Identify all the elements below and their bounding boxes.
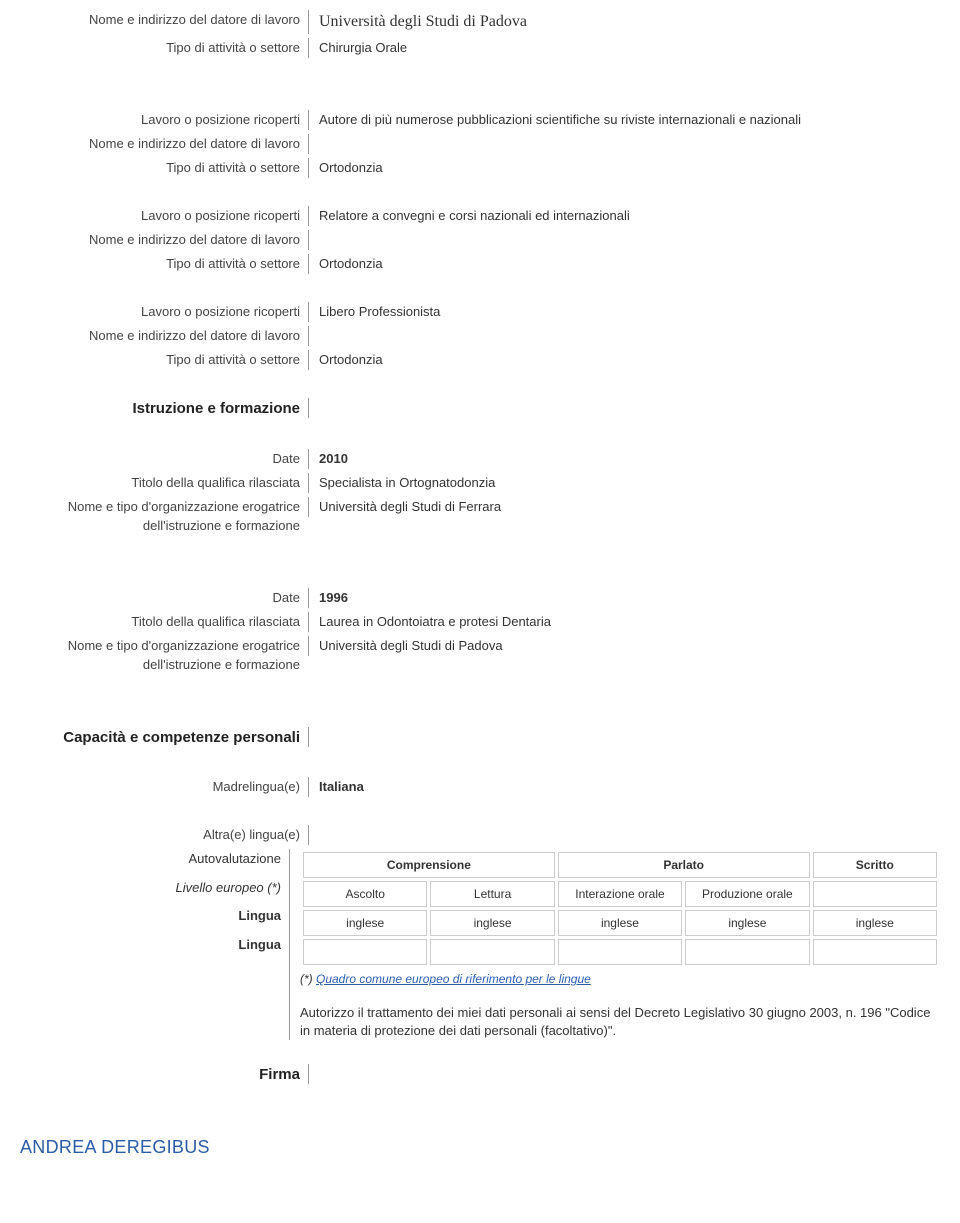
label-mother-tongue: Madrelingua(e) <box>20 777 308 797</box>
lang-sub-interaction: Interazione orale <box>558 881 682 907</box>
label-org: Nome e tipo d'organizzazione erogatrice … <box>20 636 308 675</box>
label-language-2: Lingua <box>20 935 281 955</box>
label-other-lang: Altra(e) lingua(e) <box>20 825 308 845</box>
row-position: Lavoro o posizione ricoperti Autore di p… <box>20 110 940 130</box>
label-date: Date <box>20 588 308 608</box>
row-edu-org: Nome e tipo d'organizzazione erogatrice … <box>20 497 940 536</box>
row-employer: Nome e indirizzo del datore di lavoro <box>20 230 940 250</box>
empty <box>308 727 940 747</box>
lang-hdr-spoken: Parlato <box>558 852 810 878</box>
authorization-text: Autorizzo il trattamento dei miei dati p… <box>300 1004 940 1040</box>
value-employer-1 <box>308 134 940 154</box>
lang-hdr-comprehension: Comprensione <box>303 852 555 878</box>
row-sector: Tipo di attività o settore Ortodonzia <box>20 350 940 370</box>
label-employer: Nome e indirizzo del datore di lavoro <box>20 10 308 30</box>
label-sector: Tipo di attività o settore <box>20 158 308 178</box>
footnote-prefix: (*) <box>300 972 316 986</box>
lang-cell: inglese <box>685 910 809 936</box>
value-edu-org-2: Università degli Studi di Padova <box>308 636 940 656</box>
value-employer-3 <box>308 326 940 346</box>
section-skills: Capacità e competenze personali <box>20 727 940 750</box>
lang-cell <box>430 939 554 965</box>
row-sector-top: Tipo di attività o settore Chirurgia Ora… <box>20 38 940 58</box>
label-position: Lavoro o posizione ricoperti <box>20 302 308 322</box>
lang-cell <box>303 939 427 965</box>
lang-hdr-written: Scritto <box>813 852 937 878</box>
value-edu-date-1: 2010 <box>308 449 940 469</box>
label-employer: Nome e indirizzo del datore di lavoro <box>20 230 308 250</box>
lang-cell <box>813 939 937 965</box>
lang-cell: inglese <box>558 910 682 936</box>
label-qual: Titolo della qualifica rilasciata <box>20 473 308 493</box>
value-edu-title-2: Laurea in Odontoiatra e protesi Dentaria <box>308 612 940 632</box>
label-position: Lavoro o posizione ricoperti <box>20 206 308 226</box>
lang-cell <box>558 939 682 965</box>
row-edu-org: Nome e tipo d'organizzazione erogatrice … <box>20 636 940 675</box>
empty <box>308 398 940 418</box>
label-eu-level: Livello europeo (*) <box>20 878 281 898</box>
label-language-1: Lingua <box>20 906 281 926</box>
label-signature: Firma <box>20 1064 308 1087</box>
row-position: Lavoro o posizione ricoperti Relatore a … <box>20 206 940 226</box>
value-sector-top: Chirurgia Orale <box>308 38 940 58</box>
language-block: Autovalutazione Livello europeo (*) Ling… <box>20 849 940 1040</box>
footnote: (*) Quadro comune europeo di riferimento… <box>300 972 940 986</box>
label-employer: Nome e indirizzo del datore di lavoro <box>20 134 308 154</box>
value-position-1: Autore di più numerose pubblicazioni sci… <box>308 110 940 130</box>
value-mother-tongue: Italiana <box>308 777 940 797</box>
lang-cell: inglese <box>303 910 427 936</box>
row-edu-date: Date 2010 <box>20 449 940 469</box>
row-edu-date: Date 1996 <box>20 588 940 608</box>
value-sector-1: Ortodonzia <box>308 158 940 178</box>
label-org: Nome e tipo d'organizzazione erogatrice … <box>20 497 308 536</box>
label-self-assess: Autovalutazione <box>20 849 281 869</box>
lang-cell <box>685 939 809 965</box>
row-position: Lavoro o posizione ricoperti Libero Prof… <box>20 302 940 322</box>
row-sector: Tipo di attività o settore Ortodonzia <box>20 254 940 274</box>
row-employer-top: Nome e indirizzo del datore di lavoro Un… <box>20 10 940 34</box>
label-sector: Tipo di attività o settore <box>20 350 308 370</box>
lang-cell: inglese <box>813 910 937 936</box>
row-signature: Firma <box>20 1064 940 1087</box>
section-education: Istruzione e formazione <box>20 398 940 421</box>
value-position-2: Relatore a convegni e corsi nazionali ed… <box>308 206 940 226</box>
label-qual: Titolo della qualifica rilasciata <box>20 612 308 632</box>
row-mother-tongue: Madrelingua(e) Italiana <box>20 777 940 797</box>
lang-sub-reading: Lettura <box>430 881 554 907</box>
row-employer: Nome e indirizzo del datore di lavoro <box>20 326 940 346</box>
row-employer: Nome e indirizzo del datore di lavoro <box>20 134 940 154</box>
value-edu-org-1: Università degli Studi di Ferrara <box>308 497 940 517</box>
value-sector-3: Ortodonzia <box>308 350 940 370</box>
value-edu-date-2: 1996 <box>308 588 940 608</box>
language-table: Comprensione Parlato Scritto Ascolto Let… <box>300 849 940 968</box>
row-edu-title: Titolo della qualifica rilasciata Specia… <box>20 473 940 493</box>
row-sector: Tipo di attività o settore Ortodonzia <box>20 158 940 178</box>
lang-sub-written <box>813 881 937 907</box>
label-sector: Tipo di attività o settore <box>20 254 308 274</box>
lang-sub-listening: Ascolto <box>303 881 427 907</box>
empty <box>308 1064 940 1084</box>
value-edu-title-1: Specialista in Ortognatodonzia <box>308 473 940 493</box>
empty <box>308 825 940 845</box>
value-sector-2: Ortodonzia <box>308 254 940 274</box>
label-employer: Nome e indirizzo del datore di lavoro <box>20 326 308 346</box>
value-employer-2 <box>308 230 940 250</box>
label-sector: Tipo di attività o settore <box>20 38 308 58</box>
label-date: Date <box>20 449 308 469</box>
value-employer-top: Università degli Studi di Padova <box>308 10 940 34</box>
lang-sub-production: Produzione orale <box>685 881 809 907</box>
name-footer: ANDREA DEREGIBUS <box>20 1137 940 1158</box>
row-edu-title: Titolo della qualifica rilasciata Laurea… <box>20 612 940 632</box>
label-skills-section: Capacità e competenze personali <box>20 727 308 750</box>
label-position: Lavoro o posizione ricoperti <box>20 110 308 130</box>
row-other-lang: Altra(e) lingua(e) <box>20 825 940 845</box>
footnote-link[interactable]: Quadro comune europeo di riferimento per… <box>316 972 591 986</box>
lang-cell: inglese <box>430 910 554 936</box>
value-position-3: Libero Professionista <box>308 302 940 322</box>
label-education-section: Istruzione e formazione <box>20 398 308 421</box>
